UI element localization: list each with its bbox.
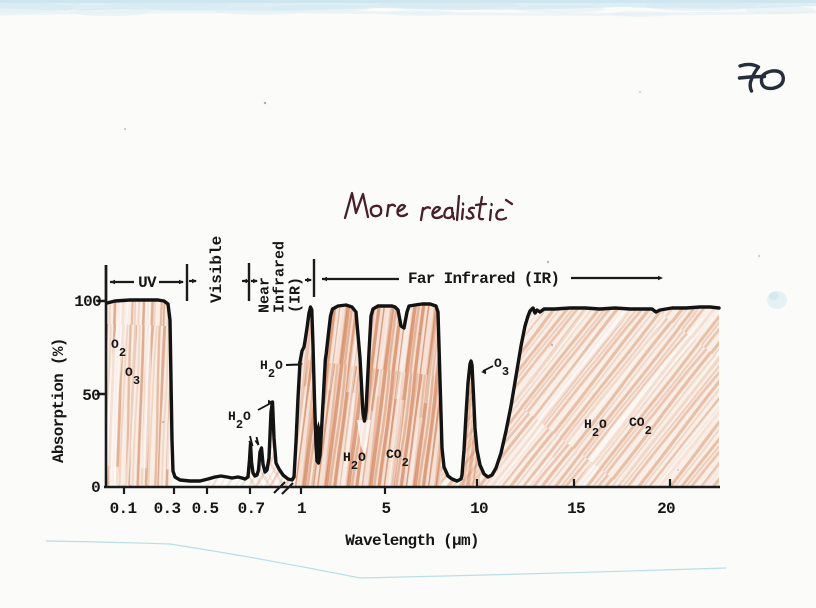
svg-text:Wavelength (μm): Wavelength (μm) — [345, 532, 479, 550]
svg-text:1: 1 — [297, 500, 306, 518]
svg-text:Infrared: Infrared — [272, 241, 289, 313]
svg-text:Near: Near — [257, 277, 274, 313]
svg-text:10: 10 — [470, 500, 488, 518]
svg-text:15: 15 — [567, 500, 585, 518]
svg-text:100: 100 — [74, 293, 101, 311]
svg-text:0.5: 0.5 — [192, 500, 219, 518]
svg-text:0.3: 0.3 — [154, 500, 181, 518]
svg-text:0.1: 0.1 — [110, 500, 137, 518]
svg-text:50: 50 — [82, 387, 100, 405]
svg-text:0: 0 — [91, 479, 100, 497]
svg-text:(IR): (IR) — [288, 277, 305, 313]
svg-text:Far Infrared (IR): Far Infrared (IR) — [408, 270, 559, 288]
svg-text:20: 20 — [657, 500, 675, 518]
svg-text:UV: UV — [138, 274, 157, 292]
svg-text:0.7: 0.7 — [238, 500, 265, 518]
svg-text:Absorption (%): Absorption (%) — [50, 338, 68, 463]
svg-text:Visible: Visible — [208, 236, 226, 303]
svg-text:5: 5 — [382, 500, 391, 518]
